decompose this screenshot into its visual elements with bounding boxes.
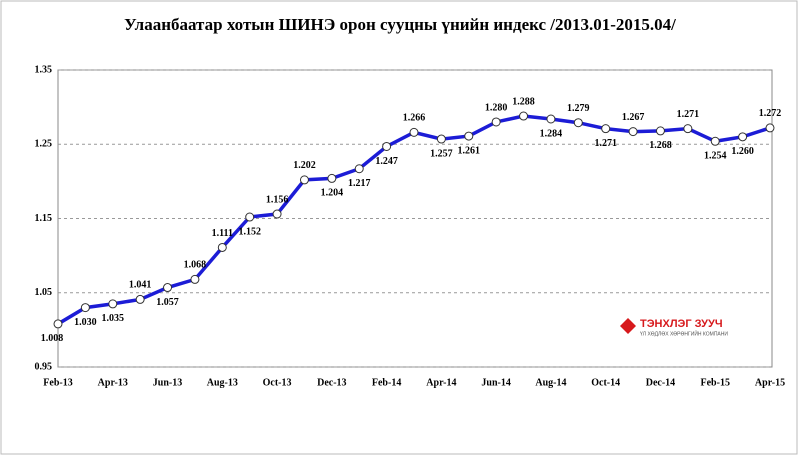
x-tick-label: Oct-13 [263, 377, 292, 388]
data-label: 1.268 [649, 140, 672, 151]
x-tick-label: Apr-13 [98, 377, 128, 388]
x-tick-label: Feb-14 [372, 377, 401, 388]
data-label: 1.030 [74, 317, 97, 328]
x-tick-label: Feb-15 [701, 377, 730, 388]
y-tick-label: 1.25 [35, 139, 53, 150]
data-label: 1.284 [540, 128, 563, 139]
data-label: 1.156 [266, 194, 289, 205]
point [765, 123, 775, 133]
point [190, 274, 200, 284]
x-tick-label: Apr-15 [755, 377, 785, 388]
x-tick-label: Aug-14 [535, 377, 566, 388]
data-label: 1.068 [184, 260, 207, 271]
point [80, 303, 90, 313]
data-label: 1.247 [375, 156, 398, 167]
x-tick-label: Dec-13 [317, 377, 346, 388]
x-tick-label: Feb-13 [43, 377, 72, 388]
point [409, 127, 419, 137]
x-tick-label: Dec-14 [646, 377, 675, 388]
point [217, 242, 227, 252]
data-label: 1.202 [293, 160, 316, 171]
y-tick-label: 1.05 [35, 287, 53, 298]
data-label: 1.288 [512, 96, 535, 107]
data-label: 1.111 [212, 228, 233, 239]
point [683, 124, 693, 134]
x-tick-label: Aug-13 [207, 377, 238, 388]
data-label: 1.271 [677, 109, 700, 120]
point [272, 209, 282, 219]
data-label: 1.035 [102, 313, 125, 324]
data-label: 1.272 [759, 108, 782, 119]
point [436, 134, 446, 144]
point [464, 131, 474, 141]
data-label: 1.254 [704, 151, 727, 162]
x-tick-label: Jun-13 [153, 377, 182, 388]
point [573, 118, 583, 128]
point [655, 126, 665, 136]
x-tick-label: Oct-14 [591, 377, 620, 388]
point [53, 319, 63, 329]
y-tick-label: 1.15 [35, 213, 53, 224]
data-label: 1.271 [594, 138, 617, 149]
data-label: 1.217 [348, 178, 371, 189]
data-label: 1.266 [403, 113, 426, 124]
point [738, 132, 748, 142]
point [519, 111, 529, 121]
data-label: 1.152 [238, 226, 261, 237]
data-label: 1.267 [622, 112, 645, 123]
y-tick-label: 0.95 [35, 361, 53, 372]
point [245, 212, 255, 222]
point [710, 136, 720, 146]
chart-title: Улаанбаатар хотын ШИНЭ орон сууцны үнийн… [124, 15, 676, 34]
y-tick-label: 1.35 [35, 64, 53, 75]
point [491, 117, 501, 127]
point [354, 164, 364, 174]
point [135, 294, 145, 304]
point [299, 175, 309, 185]
data-label: 1.261 [458, 145, 481, 156]
logo-tagline: ҮЛ ХӨДЛӨХ ХӨРӨНГИЙН КОМПАНИ [640, 329, 728, 337]
point [546, 114, 556, 124]
point [628, 127, 638, 137]
logo-name: ТЭНХЛЭГ ЗУУЧ [640, 318, 723, 330]
data-label: 1.260 [731, 146, 754, 157]
point [601, 124, 611, 134]
data-label: 1.279 [567, 103, 590, 114]
logo-icon [620, 318, 636, 334]
x-tick-label: Jun-14 [481, 377, 510, 388]
point [163, 283, 173, 293]
point [382, 141, 392, 151]
data-label: 1.057 [156, 297, 179, 308]
data-label: 1.280 [485, 102, 508, 113]
data-label: 1.041 [129, 280, 152, 291]
logo: ТЭНХЛЭГ ЗУУЧ ҮЛ ХӨДЛӨХ ХӨРӨНГИЙН КОМПАНИ [620, 318, 728, 337]
x-tick-label: Apr-14 [426, 377, 456, 388]
point [327, 173, 337, 183]
point [108, 299, 118, 309]
data-label: 1.204 [321, 188, 344, 199]
data-label: 1.257 [430, 148, 453, 159]
data-label: 1.008 [41, 333, 64, 344]
